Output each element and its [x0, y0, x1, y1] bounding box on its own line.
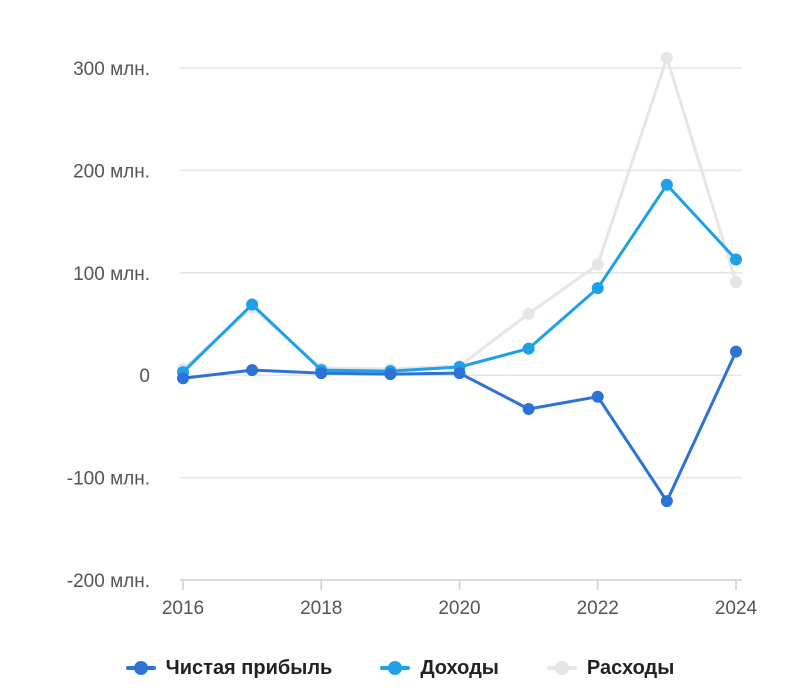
legend-label: Доходы: [420, 656, 499, 679]
x-tick-label: 2022: [577, 598, 619, 619]
data-point: [730, 253, 742, 266]
legend-swatch-dot: [133, 661, 148, 675]
series-line: [181, 56, 738, 371]
data-point: [660, 495, 673, 508]
y-tick-label: 0: [139, 366, 150, 387]
legend-label: Расходы: [586, 656, 675, 679]
y-tick-label: 100 млн.: [73, 264, 150, 285]
data-point: [522, 342, 535, 355]
series-Чистая прибыль: [177, 345, 742, 508]
series-Доходы: [177, 178, 742, 379]
y-tick-label: 200 млн.: [73, 161, 150, 182]
series-Расходы: [177, 51, 742, 376]
data-point: [730, 276, 742, 289]
y-tick-label: -200 млн.: [67, 571, 150, 592]
series-line: [181, 183, 738, 374]
data-point: [246, 298, 259, 311]
legend-label: Чистая прибыль: [165, 656, 333, 679]
data-point: [177, 372, 189, 385]
x-tick-label: 2024: [715, 598, 758, 619]
x-tick-label: 2020: [438, 598, 480, 619]
legend-swatch-dot: [554, 661, 569, 675]
legend-swatch-dot: [388, 661, 403, 675]
data-point: [730, 345, 742, 358]
data-point: [591, 282, 604, 295]
x-tick-label: 2016: [162, 598, 204, 619]
y-tick-label: -100 млн.: [67, 469, 150, 490]
legend-item[interactable]: Чистая прибыль: [125, 656, 333, 680]
data-point: [453, 367, 466, 380]
data-point: [384, 368, 397, 381]
y-grid: [180, 67, 742, 479]
chart-legend: Чистая прибыль Доходы Расходы: [0, 650, 800, 686]
data-point: [660, 178, 673, 191]
data-point: [315, 367, 328, 380]
data-point: [591, 390, 604, 403]
data-point: [591, 258, 604, 271]
data-point: [660, 51, 673, 64]
legend-swatch: [125, 660, 156, 676]
data-point: [522, 307, 535, 320]
legend-swatch: [380, 660, 411, 676]
legend-item[interactable]: Расходы: [546, 656, 675, 680]
data-point: [246, 364, 259, 377]
legend-item[interactable]: Доходы: [380, 657, 499, 680]
x-tick-label: 2018: [300, 598, 342, 619]
y-tick-label: 300 млн.: [73, 59, 150, 80]
legend-swatch: [546, 660, 577, 676]
data-point: [522, 402, 535, 415]
